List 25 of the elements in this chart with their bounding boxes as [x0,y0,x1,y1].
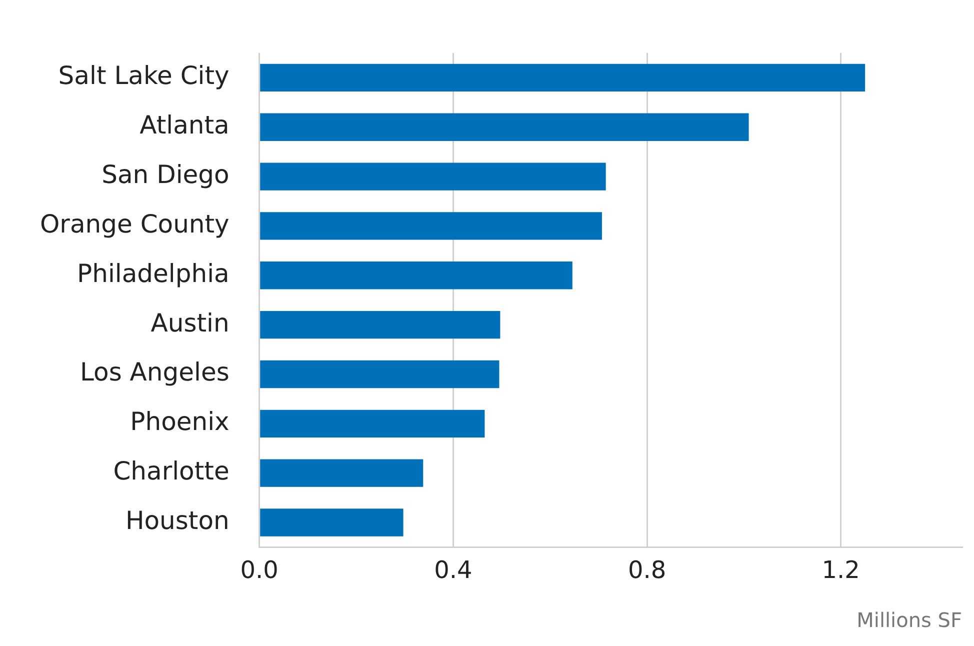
y-tick-label: Los Angeles [80,358,230,387]
x-tick-label: 0.8 [628,556,666,584]
y-tick-label: Orange County [40,209,230,238]
bar [260,508,404,536]
y-tick-label: Houston [125,506,230,535]
bar [260,113,749,141]
bar [260,162,606,190]
y-tick-label: San Diego [102,160,230,190]
x-tick-label: 0.4 [434,556,472,584]
y-tick-label: Atlanta [140,110,230,140]
x-axis-title: Millions SF [856,608,962,632]
y-tick-label: Salt Lake City [58,61,230,90]
y-tick-label: Charlotte [113,456,230,486]
bar [260,360,500,388]
bar [260,410,485,438]
x-tick-label: 1.2 [822,556,860,584]
x-tick-label: 0.0 [240,556,278,584]
y-tick-label: Phoenix [130,407,230,436]
y-tick-label: Philadelphia [77,258,230,288]
bar [260,64,866,92]
y-tick-label: Austin [150,308,230,338]
bar [260,262,572,290]
bar [260,212,602,240]
bar [260,310,500,339]
bar [260,459,424,487]
